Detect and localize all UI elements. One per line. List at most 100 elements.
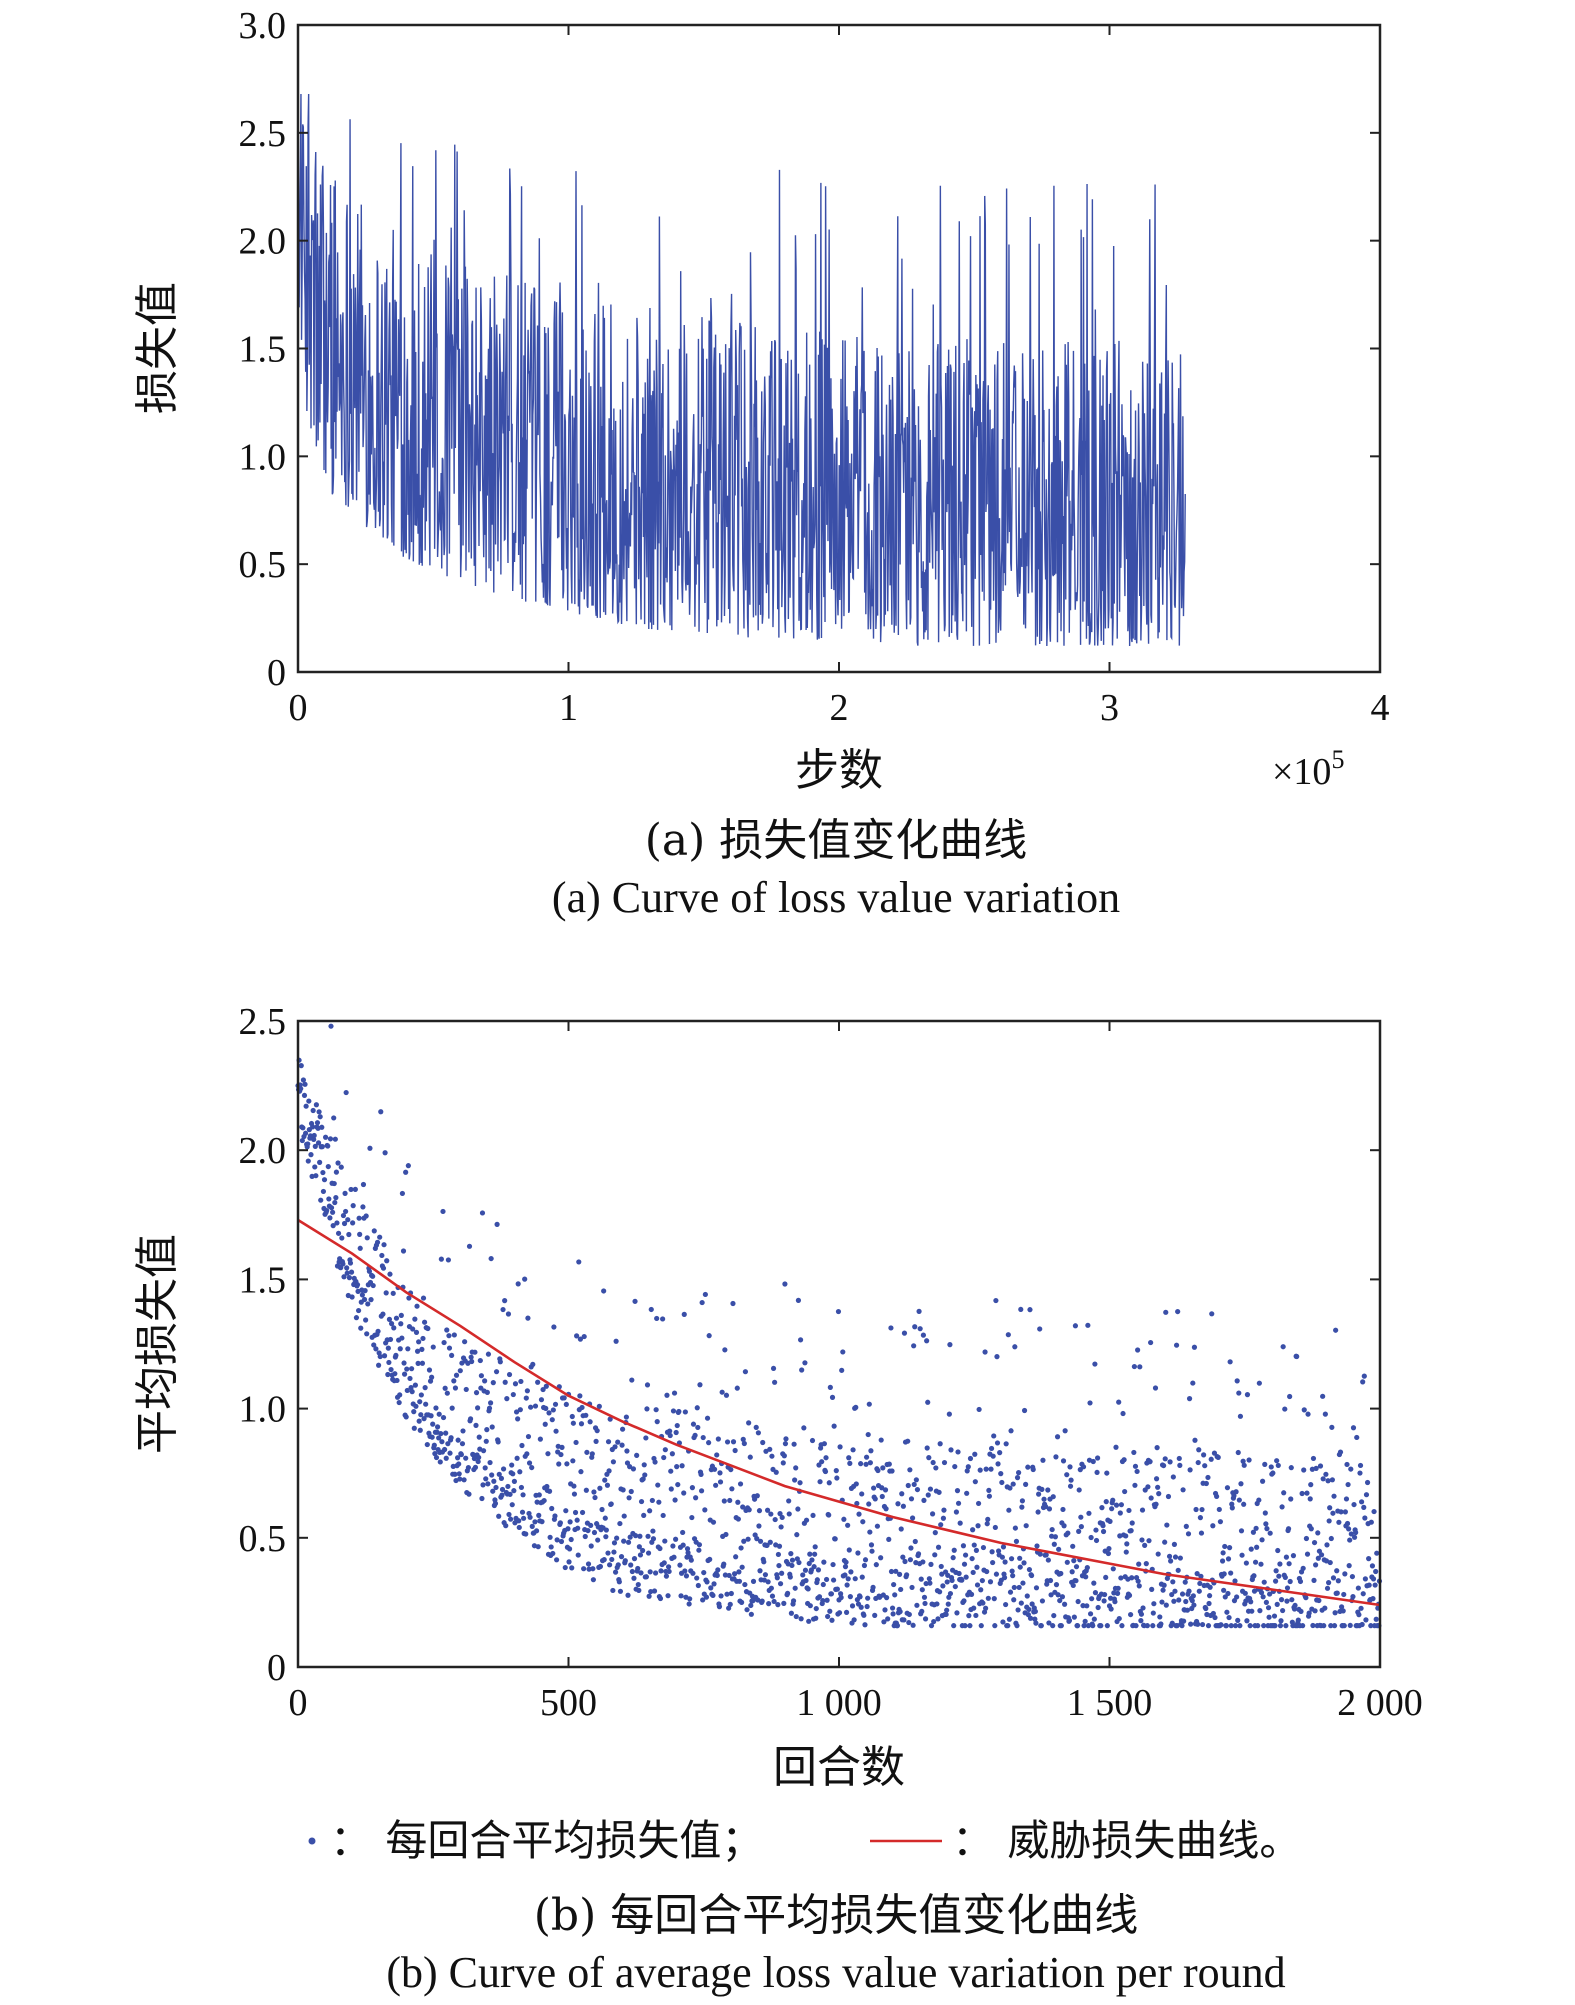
scatter-point [1176,1597,1182,1603]
scatter-point [417,1427,423,1433]
scatter-point [1033,1585,1040,1591]
scatter-point [836,1610,843,1616]
scatter-point [312,1164,318,1170]
scatter-point [1197,1580,1203,1587]
scatter-point [1139,1537,1145,1543]
scatter-point [1261,1579,1267,1585]
scatter-point [338,1265,344,1271]
scatter-point [924,1338,930,1344]
scatter-point [1334,1590,1340,1596]
scatter-point [769,1593,776,1599]
scatter-point [795,1506,801,1512]
scatter-point [728,1590,734,1597]
scatter-point [361,1296,368,1303]
scatter-point [364,1331,370,1337]
scatter-point [762,1572,769,1578]
scatter-point [628,1488,634,1495]
scatter-point [642,1472,648,1478]
chart-a-x-multiplier: ×105 [1272,745,1344,793]
scatter-point [798,1616,804,1622]
scatter-point [776,1562,782,1569]
scatter-point [978,1623,984,1629]
scatter-point [1117,1510,1123,1516]
scatter-point [741,1538,747,1544]
scatter-point [525,1315,531,1321]
scatter-point [536,1512,542,1518]
scatter-point [909,1584,915,1591]
scatter-point [1341,1623,1347,1629]
scatter-point [340,1212,347,1219]
scatter-point [1284,1585,1291,1591]
scatter-point [583,1487,589,1493]
scatter-point [479,1210,486,1216]
scatter-point [1058,1570,1064,1577]
scatter-point [1328,1535,1334,1542]
scatter-point [601,1288,607,1294]
scatter-point [480,1482,486,1488]
scatter-point [434,1424,441,1430]
scatter-point [964,1490,970,1496]
scatter-point [755,1430,761,1436]
scatter-point [991,1596,997,1602]
chart-b-scatter-points [295,1023,1383,1629]
scatter-point [1227,1545,1233,1551]
scatter-point [311,1132,317,1139]
scatter-point [1095,1455,1101,1461]
scatter-point [723,1392,730,1398]
scatter-point [766,1601,772,1607]
scatter-point [648,1306,654,1313]
scatter-point [1300,1565,1306,1571]
scatter-point [387,1271,393,1277]
scatter-point [447,1450,453,1456]
scatter-point [935,1616,941,1622]
scatter-point [405,1346,411,1352]
scatter-point [897,1609,903,1615]
scatter-point [1035,1509,1041,1515]
scatter-point [1086,1510,1092,1516]
scatter-point [865,1595,871,1601]
scatter-point [356,1215,362,1221]
scatter-point [1322,1411,1328,1417]
scatter-point [1070,1543,1076,1549]
scatter-point [305,1158,311,1164]
scatter-point [1191,1344,1198,1350]
scatter-point [724,1591,730,1597]
scatter-point [878,1437,884,1443]
scatter-point [451,1378,457,1384]
scatter-point [1255,1623,1261,1629]
scatter-point [1143,1561,1149,1567]
scatter-point [1344,1461,1350,1468]
scatter-point [607,1562,613,1568]
scatter-point [722,1572,728,1578]
scatter-point [363,1317,369,1323]
scatter-point [1074,1623,1081,1629]
scatter-point [1081,1623,1087,1629]
scatter-point [694,1405,700,1411]
scatter-point [1120,1410,1126,1417]
scatter-point [577,1393,583,1399]
scatter-point [944,1607,950,1613]
scatter-point [537,1436,543,1442]
scatter-point [441,1339,447,1346]
scatter-point [1131,1449,1137,1456]
scatter-point [965,1464,971,1470]
scatter-point [1214,1493,1220,1500]
scatter-point [354,1282,361,1288]
scatter-point [504,1396,510,1402]
scatter-point [1335,1578,1341,1584]
scatter-point [943,1611,949,1618]
scatter-point [872,1496,878,1502]
scatter-point [984,1568,990,1575]
scatter-point [629,1568,635,1575]
scatter-point [802,1567,809,1573]
scatter-point [1155,1484,1161,1490]
scatter-point [403,1414,409,1420]
scatter-point [715,1436,721,1442]
scatter-point [866,1501,872,1507]
scatter-point [381,1353,388,1359]
scatter-point [617,1588,624,1594]
legend-line-label: ： 威胁损失曲线。 [952,1816,1301,1865]
scatter-point [1170,1579,1176,1585]
scatter-point [1285,1526,1292,1532]
scatter-point [1208,1456,1214,1462]
